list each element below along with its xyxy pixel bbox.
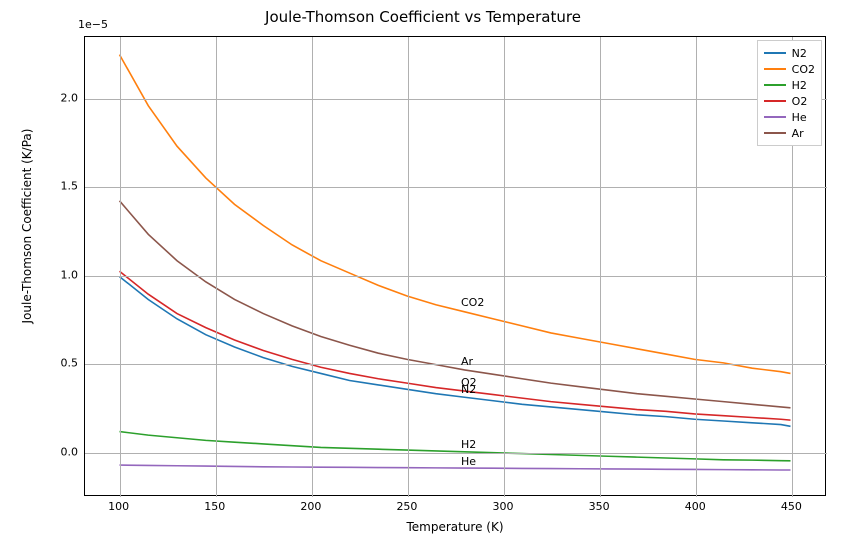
x-tick-label: 100 [108, 500, 129, 513]
gridline-v [120, 37, 121, 497]
gridline-h [85, 364, 827, 365]
legend-text: N2 [792, 47, 807, 60]
legend: N2 CO2 H2 O2 He Ar [757, 40, 822, 146]
figure: Joule-Thomson Coefficient vs Temperature… [0, 0, 846, 547]
gridline-h [85, 187, 827, 188]
series-line-He [120, 465, 791, 470]
legend-swatch [764, 52, 786, 54]
gridline-v [696, 37, 697, 497]
y-axis-label: Joule-Thomson Coefficient (K/Pa) [20, 76, 34, 376]
legend-item-N2: N2 [764, 45, 815, 61]
gridline-h [85, 99, 827, 100]
y-tick-label: 2.0 [50, 91, 78, 104]
legend-text: H2 [792, 79, 807, 92]
y-exponent-label: 1e−5 [78, 18, 108, 31]
series-line-H2 [120, 432, 791, 461]
legend-text: CO2 [792, 63, 815, 76]
series-line-Ar [120, 201, 791, 408]
gridline-v [504, 37, 505, 497]
chart-title: Joule-Thomson Coefficient vs Temperature [0, 8, 846, 26]
gridline-v [216, 37, 217, 497]
x-tick-label: 150 [204, 500, 225, 513]
legend-swatch [764, 84, 786, 86]
legend-text: He [792, 111, 807, 124]
series-label-Ar: Ar [461, 355, 473, 368]
gridline-h [85, 276, 827, 277]
gridline-h [85, 453, 827, 454]
legend-swatch [764, 116, 786, 118]
legend-text: O2 [792, 95, 808, 108]
series-label-He: He [461, 455, 476, 468]
x-axis-label: Temperature (K) [84, 520, 826, 534]
series-label-H2: H2 [461, 438, 476, 451]
gridline-v [312, 37, 313, 497]
y-tick-label: 1.5 [50, 180, 78, 193]
x-tick-label: 350 [589, 500, 610, 513]
x-tick-label: 300 [493, 500, 514, 513]
legend-item-CO2: CO2 [764, 61, 815, 77]
series-label-CO2: CO2 [461, 296, 484, 309]
gridline-v [408, 37, 409, 497]
legend-item-He: He [764, 109, 815, 125]
x-tick-label: 400 [685, 500, 706, 513]
legend-swatch [764, 132, 786, 134]
x-tick-label: 250 [396, 500, 417, 513]
gridline-v [600, 37, 601, 497]
y-tick-label: 0.5 [50, 357, 78, 370]
plot-area [84, 36, 826, 496]
chart-svg [85, 37, 825, 495]
y-tick-label: 0.0 [50, 445, 78, 458]
legend-text: Ar [792, 127, 804, 140]
legend-item-Ar: Ar [764, 125, 815, 141]
legend-swatch [764, 68, 786, 70]
x-tick-label: 200 [300, 500, 321, 513]
series-label-O2: O2 [461, 376, 477, 389]
legend-item-O2: O2 [764, 93, 815, 109]
legend-swatch [764, 100, 786, 102]
series-line-CO2 [120, 55, 791, 374]
legend-item-H2: H2 [764, 77, 815, 93]
series-line-N2 [120, 277, 791, 427]
x-tick-label: 450 [781, 500, 802, 513]
y-tick-label: 1.0 [50, 268, 78, 281]
